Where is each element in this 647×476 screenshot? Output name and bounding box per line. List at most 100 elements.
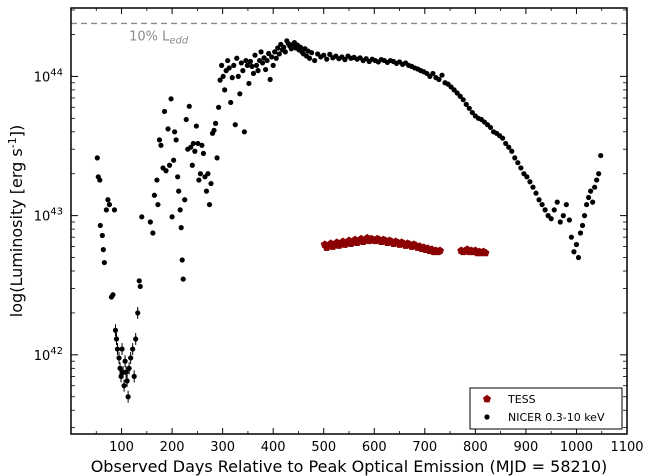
nicer-point-40 <box>156 137 163 143</box>
nicer-point-201 <box>487 124 494 131</box>
nicer-point-184 <box>436 76 442 83</box>
x-tick-label: 900 <box>513 440 538 455</box>
nicer-point-30 <box>133 336 139 342</box>
nicer-point-112 <box>263 66 269 73</box>
y-tick-label: 1042 <box>34 346 63 364</box>
x-tick-label: 1100 <box>610 440 643 455</box>
nicer-point-25 <box>125 394 131 400</box>
nicer-point-216 <box>533 190 539 196</box>
nicer-point-110 <box>259 60 266 66</box>
nicer-point-102 <box>247 58 254 65</box>
nicer-point-91 <box>231 62 237 68</box>
nicer-point-185 <box>439 72 445 78</box>
nicer-point-227 <box>566 217 572 223</box>
nicer-point-222 <box>551 207 557 213</box>
nicer-point-56 <box>179 257 185 263</box>
nicer-point-206 <box>503 140 509 147</box>
nicer-point-119 <box>273 55 279 61</box>
nicer-point-83 <box>219 62 225 68</box>
nicer-point-74 <box>205 171 211 177</box>
nicer-point-73 <box>203 188 210 194</box>
nicer-point-182 <box>430 70 436 77</box>
nicer-point-92 <box>232 122 238 128</box>
nicer-point-35 <box>147 219 153 225</box>
nicer-point-75 <box>206 201 213 208</box>
nicer-point-28 <box>130 346 136 352</box>
nicer-point-17 <box>117 365 123 371</box>
nicer-point-143 <box>312 57 318 64</box>
nicer-point-70 <box>199 142 205 148</box>
nicer-point-191 <box>457 93 463 99</box>
nicer-point-107 <box>255 68 261 74</box>
nicer-point-71 <box>200 150 207 156</box>
nicer-point-90 <box>229 75 235 81</box>
nicer-point-8 <box>105 197 111 203</box>
nicer-point-84 <box>220 73 226 80</box>
nicer-point-78 <box>211 127 217 133</box>
nicer-point-103 <box>249 63 255 69</box>
nicer-point-55 <box>178 225 184 231</box>
nicer-series <box>94 38 604 403</box>
nicer-point-21 <box>121 383 127 389</box>
nicer-point-12 <box>111 207 118 213</box>
nicer-point-146 <box>321 52 327 58</box>
nicer-point-53 <box>176 188 182 194</box>
y-axis-ticks: 1042 1043 1044 <box>34 9 627 429</box>
nicer-point-5 <box>100 247 106 253</box>
nicer-point-235 <box>583 201 590 208</box>
nicer-point-124 <box>281 44 287 50</box>
nicer-point-114 <box>266 50 272 57</box>
y-axis-title: log(Luminosity [erg s-1]) <box>6 125 26 317</box>
nicer-point-97 <box>240 68 246 74</box>
nicer-point-81 <box>215 104 222 110</box>
nicer-point-194 <box>466 105 472 111</box>
nicer-point-95 <box>237 91 243 97</box>
nicer-point-141 <box>306 55 313 61</box>
nicer-point-48 <box>169 214 175 220</box>
nicer-point-46 <box>166 162 173 168</box>
nicer-point-115 <box>267 76 273 83</box>
nicer-point-3 <box>97 222 103 229</box>
nicer-point-135 <box>297 44 304 50</box>
nicer-point-192 <box>460 97 466 103</box>
nicer-point-223 <box>554 199 560 205</box>
nicer-point-125 <box>282 49 288 55</box>
nicer-point-106 <box>253 62 260 68</box>
nicer-point-148 <box>327 51 333 57</box>
nicer-point-98 <box>241 129 247 135</box>
nicer-point-27 <box>128 355 134 361</box>
nicer-point-208 <box>509 148 515 154</box>
x-axis-ticks: 100 200 300 400 500 600 700 800 900 1000 1100 <box>95 8 644 455</box>
nicer-point-33 <box>137 283 143 290</box>
nicer-point-37 <box>151 192 157 198</box>
nicer-point-242 <box>598 152 604 159</box>
nicer-point-16 <box>116 355 122 361</box>
x-tick-label: 400 <box>261 440 286 455</box>
nicer-point-193 <box>463 101 469 107</box>
nicer-point-215 <box>530 184 536 190</box>
nicer-point-101 <box>246 80 252 87</box>
nicer-point-221 <box>548 216 554 222</box>
x-tick-label: 800 <box>463 440 488 455</box>
nicer-point-239 <box>592 184 598 190</box>
nicer-point-118 <box>272 49 278 55</box>
x-tick-label: 600 <box>362 440 387 455</box>
nicer-point-13 <box>112 327 119 333</box>
nicer-point-19 <box>119 346 125 352</box>
nicer-point-117 <box>270 62 276 68</box>
y-tick-label: 1044 <box>34 67 63 85</box>
nicer-point-211 <box>518 165 524 171</box>
nicer-point-6 <box>101 259 107 266</box>
nicer-point-87 <box>225 57 231 64</box>
tess-point-70 <box>481 248 490 257</box>
nicer-point-39 <box>155 201 161 208</box>
nicer-point-116 <box>269 54 275 60</box>
nicer-point-31 <box>135 310 141 316</box>
nicer-point-54 <box>177 207 183 213</box>
nicer-point-237 <box>588 188 594 194</box>
nicer-point-142 <box>308 50 315 56</box>
nicer-point-113 <box>264 57 270 64</box>
nicer-point-100 <box>244 62 251 68</box>
x-tick-label: 500 <box>311 440 336 455</box>
